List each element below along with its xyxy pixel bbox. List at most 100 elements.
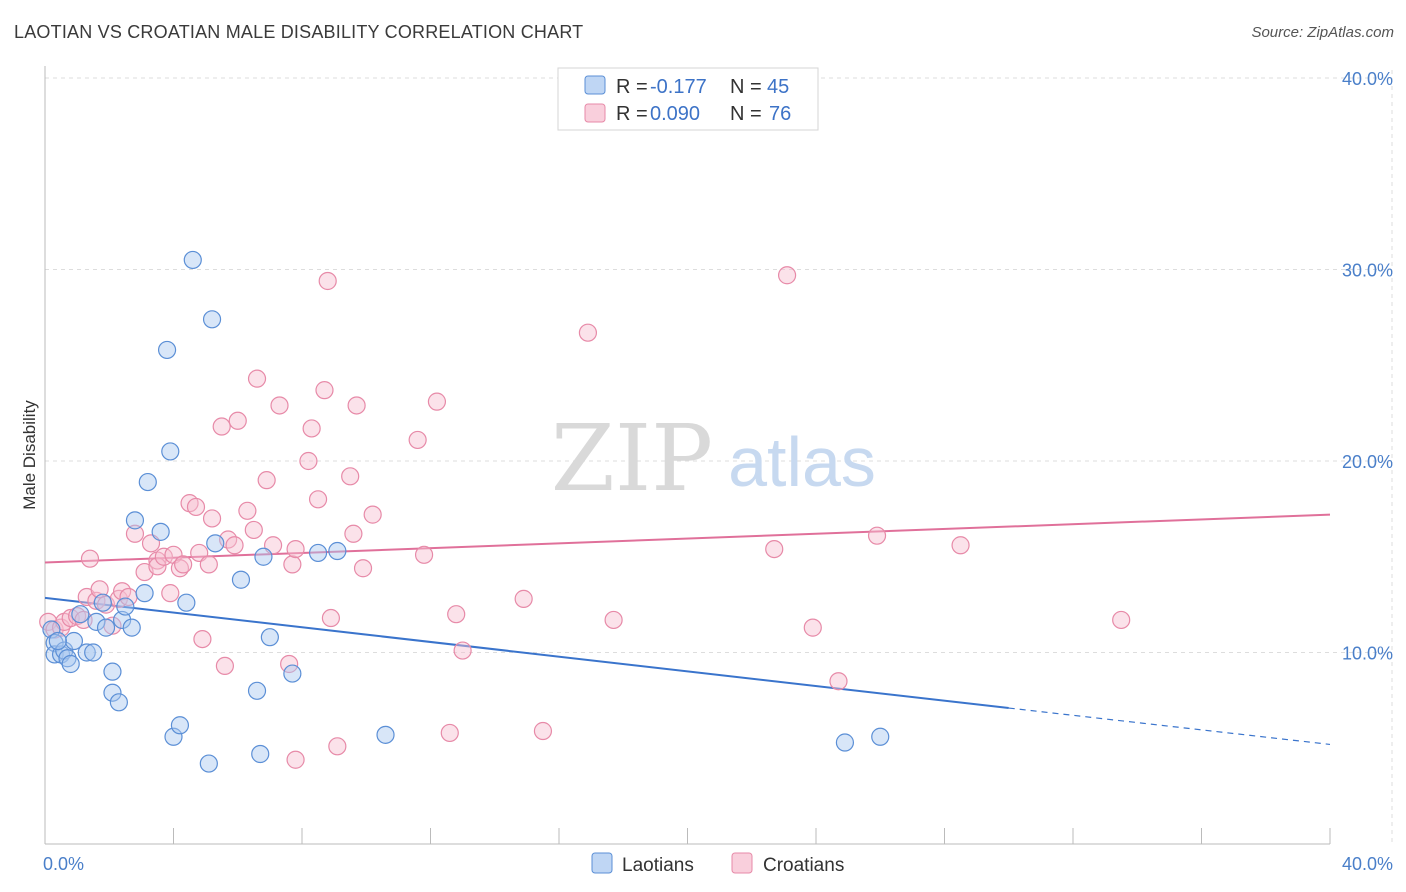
laotians-point bbox=[177, 593, 196, 612]
legend-n-value-2: 76 bbox=[769, 103, 791, 125]
y-tick-label: 40.0% bbox=[1342, 69, 1393, 89]
grid-lines bbox=[45, 70, 1393, 844]
croatians-point bbox=[283, 555, 302, 574]
croatians-point bbox=[148, 557, 167, 576]
laotians-point bbox=[231, 570, 251, 589]
laotians-point bbox=[251, 744, 270, 764]
croatians-point bbox=[951, 536, 970, 555]
data-points bbox=[39, 250, 1131, 773]
croatians-point bbox=[341, 467, 360, 486]
croatians-point bbox=[321, 608, 341, 628]
axes bbox=[44, 66, 1331, 845]
laotians-point bbox=[871, 727, 890, 746]
laotians-point bbox=[87, 612, 106, 631]
legend-r-label-2: R = bbox=[616, 103, 648, 125]
x-tick-label-max: 40.0% bbox=[1342, 854, 1393, 874]
laotians-trend-extension bbox=[1008, 707, 1331, 746]
laotians-point bbox=[103, 662, 122, 681]
laotians-point bbox=[116, 597, 135, 616]
croatians-point bbox=[215, 656, 234, 676]
laotians-point bbox=[64, 631, 84, 651]
croatians-point bbox=[533, 721, 553, 741]
croatians-point bbox=[347, 396, 366, 415]
y-tick-label: 20.0% bbox=[1342, 452, 1393, 472]
laotians-point bbox=[164, 727, 183, 746]
correlation-legend: R = -0.177 N = 45 R = 0.090 N = 76 bbox=[557, 67, 819, 131]
y-tick-label: 30.0% bbox=[1342, 261, 1393, 281]
croatians-point bbox=[447, 605, 466, 624]
legend-r-value-1: -0.177 bbox=[650, 76, 707, 98]
bottom-legend-swatch-croatians bbox=[731, 852, 753, 874]
laotians-point bbox=[125, 511, 145, 530]
croatians-point bbox=[440, 723, 459, 743]
croatians-point bbox=[453, 641, 472, 660]
croatians-point bbox=[199, 555, 218, 574]
laotians-point bbox=[84, 643, 103, 662]
croatians-point bbox=[765, 539, 784, 559]
series-legend: Laotians Croatians bbox=[591, 852, 844, 876]
croatians-point bbox=[80, 549, 100, 568]
croatians-point bbox=[87, 591, 106, 610]
laotians-point bbox=[183, 250, 202, 270]
tick-labels: 10.0% 20.0% 30.0% 40.0% 0.0% 40.0% bbox=[43, 69, 1393, 874]
laotians-point bbox=[376, 725, 395, 744]
croatians-point bbox=[161, 584, 180, 603]
croatians-point bbox=[186, 497, 206, 517]
croatians-point bbox=[777, 266, 797, 285]
laotians-point bbox=[135, 584, 154, 603]
croatians-point bbox=[315, 381, 334, 400]
croatians-point bbox=[353, 559, 373, 578]
laotians-point bbox=[122, 618, 141, 637]
y-tick-label: 10.0% bbox=[1342, 644, 1393, 664]
laotians-point bbox=[199, 754, 218, 773]
croatians-point bbox=[125, 524, 145, 543]
laotians-point bbox=[103, 683, 122, 702]
laotians-point bbox=[247, 681, 267, 700]
croatians-point bbox=[427, 392, 447, 411]
legend-r-value-2: 0.090 bbox=[650, 103, 700, 125]
bottom-legend-swatch-laotians bbox=[591, 852, 613, 874]
watermark-atlas: atlas bbox=[728, 423, 876, 501]
croatians-point bbox=[174, 555, 193, 574]
croatians-trend-line bbox=[44, 513, 1331, 564]
croatians-point bbox=[308, 490, 328, 509]
laotians-point bbox=[42, 620, 61, 639]
croatians-point bbox=[344, 524, 363, 543]
croatians-point bbox=[302, 419, 321, 438]
laotians-point bbox=[260, 628, 279, 647]
laotians-point bbox=[61, 654, 80, 674]
croatians-point bbox=[363, 505, 382, 524]
legend-n-value-1: 45 bbox=[767, 76, 789, 98]
laotians-point bbox=[58, 649, 77, 668]
laotians-point bbox=[71, 605, 90, 624]
laotians-point bbox=[157, 340, 177, 360]
croatians-point bbox=[803, 618, 822, 637]
croatians-point bbox=[238, 501, 257, 520]
croatians-point bbox=[867, 526, 887, 545]
laotians-point bbox=[835, 733, 855, 752]
croatians-point bbox=[829, 672, 848, 691]
laotians-trend-line bbox=[44, 596, 1009, 710]
croatians-point bbox=[193, 629, 212, 649]
laotians-point bbox=[112, 610, 132, 630]
croatians-point bbox=[202, 509, 222, 528]
laotians-point bbox=[254, 547, 273, 566]
laotians-point bbox=[308, 543, 328, 563]
croatians-point bbox=[270, 396, 289, 415]
croatians-point bbox=[318, 271, 337, 291]
legend-n-label-2: N = bbox=[730, 103, 762, 125]
watermark: ZIP atlas bbox=[551, 405, 876, 512]
croatians-point bbox=[299, 451, 318, 471]
croatians-point bbox=[604, 610, 623, 630]
croatians-point bbox=[280, 654, 299, 674]
legend-r-label-1: R = bbox=[616, 76, 648, 98]
laotians-point bbox=[96, 618, 116, 637]
laotians-point bbox=[283, 664, 302, 683]
croatians-point bbox=[286, 750, 305, 769]
croatians-point bbox=[244, 520, 263, 540]
x-tick-label-min: 0.0% bbox=[43, 854, 84, 874]
laotians-point bbox=[170, 716, 190, 735]
bottom-legend-croatians: Croatians bbox=[763, 855, 844, 876]
legend-swatch-laotians bbox=[584, 75, 606, 95]
